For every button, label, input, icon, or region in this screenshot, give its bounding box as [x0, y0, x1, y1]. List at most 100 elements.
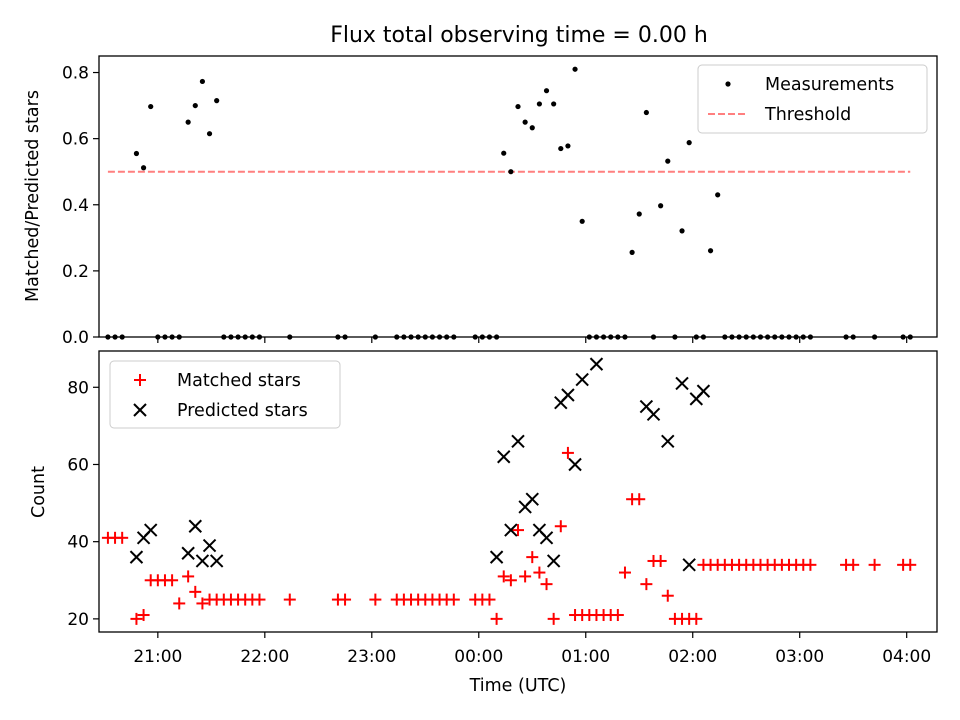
- matched-star-point: [283, 593, 296, 606]
- bottom-y-ticks: 20 40 60 80: [67, 378, 99, 630]
- matched-star-point: [519, 570, 532, 583]
- matched-star-point: [640, 578, 653, 591]
- predicted-star-point: [181, 546, 195, 560]
- matched-star-point: [540, 578, 553, 591]
- matched-star-point: [654, 554, 667, 567]
- matched-star-point: [533, 566, 546, 579]
- legend-matched-label: Matched stars: [177, 371, 301, 391]
- predicted-star-point: [675, 376, 689, 391]
- measurement-point: [515, 103, 521, 110]
- matched-star-point: [661, 589, 674, 602]
- matched-star-point: [512, 524, 524, 537]
- predicted-star-point: [696, 384, 711, 398]
- top-legend-box: [697, 64, 928, 134]
- matched-star-point: [547, 612, 560, 625]
- legend-predicted-marker: [133, 403, 147, 417]
- predicted-star-point: [202, 538, 217, 553]
- measurement-point: [185, 119, 191, 125]
- matched-star-point: [804, 558, 817, 571]
- legend-predicted-label: Predicted stars: [177, 401, 308, 421]
- measurement-point: [579, 218, 585, 224]
- matched-star-point: [526, 551, 539, 564]
- predicted-star-point: [575, 372, 589, 387]
- measurement-point: [543, 88, 550, 94]
- predicted-star-point: [489, 550, 504, 564]
- top-y-tick-label: 0.8: [62, 64, 89, 84]
- predicted-star-point: [646, 407, 661, 422]
- measurement-point: [206, 131, 213, 137]
- measurement-point: [199, 78, 206, 85]
- legend-threshold-label: Threshold: [764, 105, 851, 125]
- matched-star-point: [618, 566, 631, 579]
- measurement-point: [536, 101, 542, 107]
- measurement-point: [629, 249, 635, 255]
- matched-star-point: [504, 574, 517, 587]
- matched-star-point: [447, 593, 460, 606]
- bottom-x-tick-label: 01:00: [561, 647, 610, 667]
- measurement-point: [140, 165, 147, 171]
- measurement-point: [133, 150, 140, 157]
- measurement-point: [501, 150, 507, 156]
- matched-star-point: [868, 558, 881, 571]
- bottom-x-tick-label: 02:00: [668, 647, 717, 667]
- top-y-tick-label: 0.2: [62, 262, 89, 282]
- bottom-y-tick-label: 80: [67, 378, 89, 398]
- top-y-tick-label: 0.0: [62, 328, 89, 348]
- matched-star-point: [116, 531, 129, 544]
- measurement-point: [192, 102, 198, 109]
- matched-star-point: [130, 612, 143, 625]
- predicted-star-point: [129, 550, 144, 564]
- matched-star-point: [497, 570, 510, 583]
- predicted-star-point: [143, 523, 158, 537]
- matched-star-point: [633, 493, 646, 506]
- matched-star-point: [196, 597, 209, 610]
- bottom-x-axis-label: Time (UTC): [469, 676, 567, 696]
- bottom-x-tick-label: 04:00: [882, 647, 931, 667]
- matched-star-point: [189, 585, 202, 598]
- predicted-star-point: [546, 554, 561, 568]
- measurement-point: [679, 228, 685, 234]
- predicted-star-point: [568, 457, 582, 472]
- predicted-star-point: [682, 558, 696, 572]
- top-y-tick-label: 0.4: [62, 196, 89, 216]
- matched-star-point: [182, 570, 195, 583]
- measurement-point: [707, 248, 714, 254]
- measurement-point: [529, 125, 535, 131]
- top-axes-frame: [98, 55, 938, 338]
- measurement-point: [522, 119, 528, 125]
- measurement-point: [551, 101, 557, 107]
- top-legend: Measurements Threshold: [697, 64, 928, 134]
- measurement-point: [214, 98, 220, 104]
- matched-star-point: [253, 593, 266, 606]
- bottom-x-tick-label: 00:00: [454, 647, 503, 667]
- measurement-point: [572, 66, 578, 72]
- top-y-axis-label: Matched/Predicted stars: [23, 90, 43, 302]
- matched-stars-points: [101, 446, 917, 625]
- legend-matched-marker: [134, 374, 146, 386]
- predicted-star-point: [561, 388, 575, 402]
- measurement-point: [686, 140, 692, 146]
- top-panel: Matched/Predicted stars 0.00.20.40.60.8 …: [23, 55, 938, 348]
- bottom-axes-frame: [98, 350, 938, 633]
- figure-title: Flux total observing time = 0.00 h: [330, 23, 708, 48]
- predicted-star-point: [504, 523, 518, 537]
- legend-measurements-label: Measurements: [765, 75, 894, 95]
- measurement-point: [643, 109, 649, 116]
- predicted-star-point: [539, 531, 554, 545]
- predicted-star-point: [195, 554, 210, 568]
- matched-star-point: [904, 558, 917, 571]
- measurement-point: [715, 192, 721, 198]
- bottom-panel: Count Time (UTC) 20 40 60 80 21:00 22:00 23:0…: [29, 350, 938, 696]
- predicted-star-point: [209, 554, 224, 568]
- bottom-x-tick-label: 21:00: [133, 647, 182, 667]
- bottom-y-tick-label: 40: [67, 533, 89, 553]
- bottom-x-ticks: 21:00 22:00 23:00 00:00 01:00 02:00 03:00 04:00: [133, 632, 931, 667]
- matched-star-point: [561, 446, 574, 459]
- measurement-point: [508, 169, 514, 175]
- predicted-star-point: [661, 434, 675, 449]
- matched-star-point: [173, 597, 186, 610]
- matched-star-point: [690, 612, 703, 625]
- matched-star-point: [554, 520, 567, 533]
- matched-star-point: [847, 558, 860, 571]
- bottom-x-tick-label: 23:00: [347, 647, 396, 667]
